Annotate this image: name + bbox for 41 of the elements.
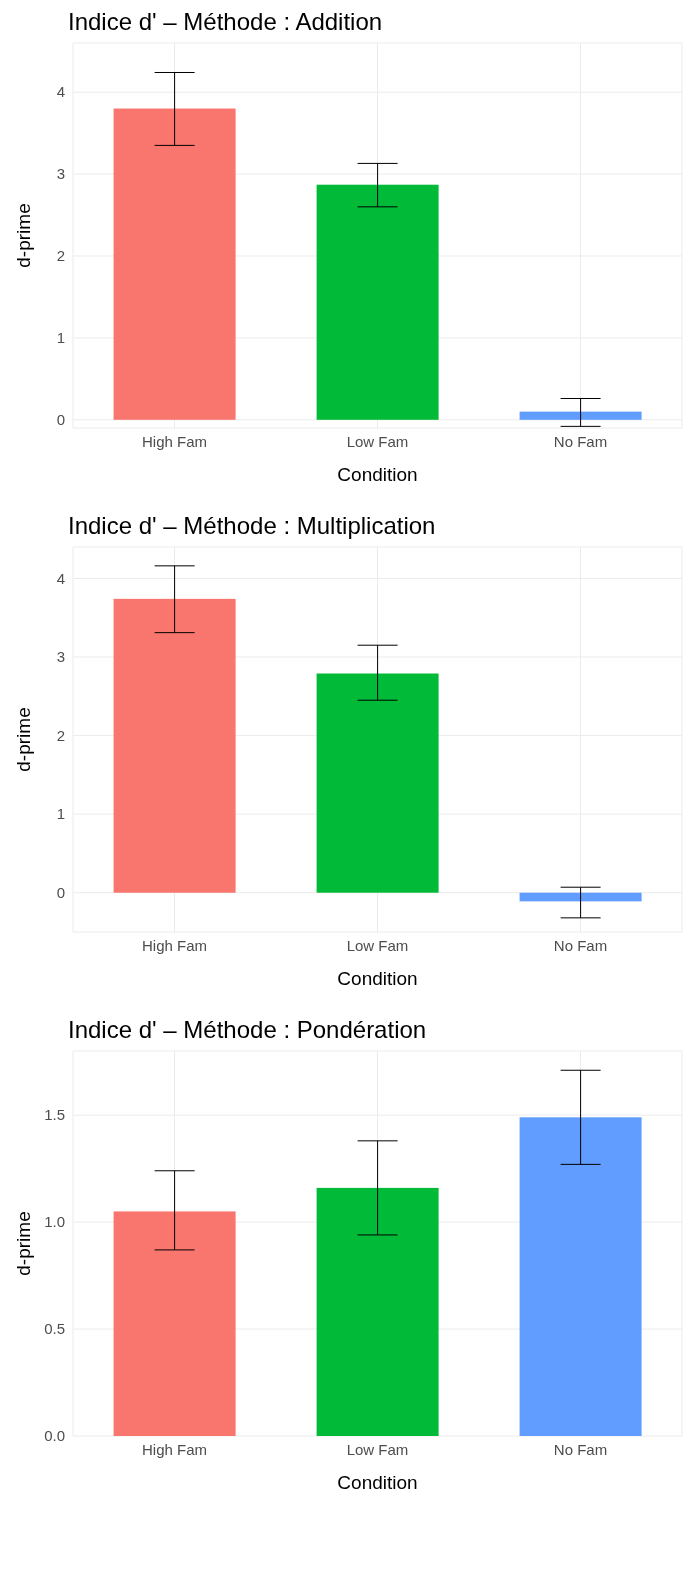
x-tick-label: No Fam [553, 432, 608, 450]
bar [113, 1211, 236, 1436]
bar [519, 1117, 642, 1436]
y-tick-label: 4 [56, 83, 65, 101]
x-axis-title: Condition [337, 1472, 418, 1493]
y-tick-label: 1 [56, 805, 65, 823]
y-tick-label: 0.0 [44, 1427, 65, 1445]
y-tick-label: 0 [56, 884, 65, 902]
x-tick-label: Low Fam [346, 936, 409, 954]
y-axis-title: d-prime [12, 203, 34, 268]
x-axis-title: Condition [337, 968, 418, 989]
bar [113, 598, 236, 893]
bar [316, 1187, 439, 1436]
y-axis-title: d-prime [12, 1211, 34, 1276]
bar [113, 108, 236, 420]
y-tick-label: 0 [56, 411, 65, 429]
y-tick-label: 1.5 [44, 1106, 65, 1124]
x-tick-label: Low Fam [346, 1440, 409, 1458]
x-axis-title: Condition [337, 464, 418, 485]
bar [519, 411, 642, 420]
x-tick-label: No Fam [553, 936, 608, 954]
chart-title: Indice d' – Méthode : Multiplication [67, 512, 437, 541]
chart-title: Indice d' – Méthode : Pondération [67, 1016, 428, 1045]
y-tick-label: 2 [56, 247, 65, 265]
x-tick-label: Low Fam [346, 432, 409, 450]
bar [519, 892, 642, 902]
bar [316, 673, 439, 893]
y-tick-label: 1.0 [44, 1213, 65, 1231]
chart-title: Indice d' – Méthode : Addition [67, 8, 384, 37]
x-tick-label: High Fam [141, 1440, 208, 1458]
y-tick-label: 1 [56, 329, 65, 347]
y-tick-label: 3 [56, 165, 65, 183]
y-axis-title: d-prime [12, 707, 34, 772]
y-tick-label: 4 [56, 569, 65, 587]
x-tick-label: High Fam [141, 432, 208, 450]
x-tick-label: High Fam [141, 936, 208, 954]
y-tick-label: 2 [56, 726, 65, 744]
bar [316, 184, 439, 420]
y-tick-label: 3 [56, 648, 65, 666]
x-tick-label: No Fam [553, 1440, 608, 1458]
y-tick-label: 0.5 [44, 1320, 65, 1338]
